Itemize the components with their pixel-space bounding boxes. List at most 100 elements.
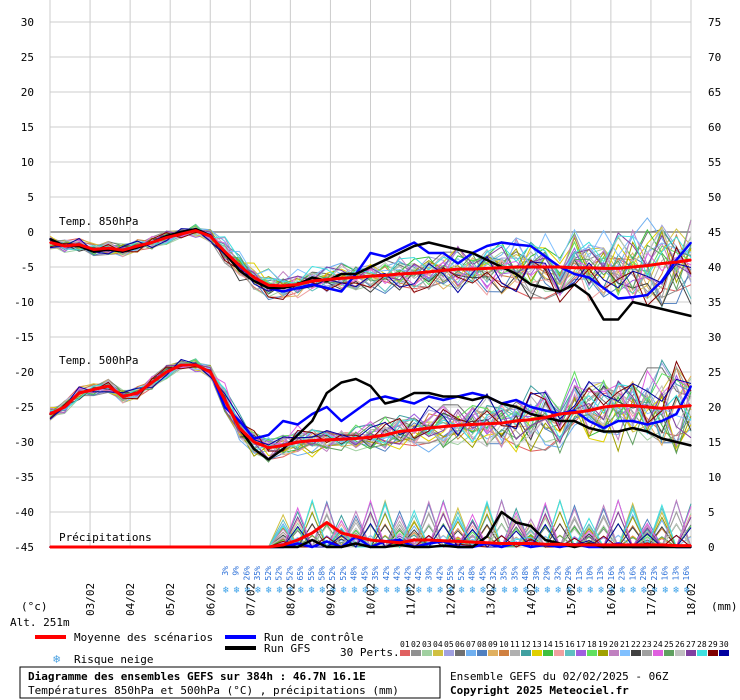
- series-point: [486, 245, 488, 247]
- right-tick-label: 30: [708, 331, 721, 344]
- right-tick-label: 15: [708, 436, 721, 449]
- series-point: [588, 420, 590, 422]
- series-point: [442, 269, 445, 272]
- series-point: [296, 441, 299, 443]
- series-point: [107, 247, 110, 249]
- series-point: [617, 318, 619, 321]
- snowflake-icon: ❄: [448, 585, 455, 596]
- snow-risk-value: 48%: [468, 566, 477, 581]
- snowflake-icon: ❄: [373, 585, 380, 596]
- series-point: [224, 250, 226, 253]
- series-point: [428, 539, 430, 541]
- series-point: [355, 378, 357, 380]
- snow-risk-value: 10%: [586, 566, 595, 581]
- snowflake-icon: ❄: [427, 585, 434, 596]
- series-point: [326, 439, 328, 441]
- series-point: [617, 404, 619, 407]
- snowflake-icon: ❄: [437, 585, 444, 596]
- series-point: [690, 241, 692, 244]
- series-point: [573, 420, 576, 422]
- series-point: [675, 544, 678, 547]
- snow-risk-value: 52%: [339, 566, 348, 581]
- series-point: [690, 404, 692, 407]
- x-date-label: 07/02: [244, 583, 257, 616]
- series-point: [180, 231, 182, 233]
- snowflake-icon: ❄: [480, 585, 487, 596]
- series-point: [515, 420, 517, 422]
- series-point: [384, 434, 386, 436]
- legend-perts-label: 30 Perts.: [340, 646, 400, 659]
- series-point: [253, 546, 255, 548]
- snow-risk-value: 13%: [671, 566, 680, 581]
- series-point: [326, 540, 328, 543]
- right-tick-label: 45: [708, 226, 721, 239]
- snowflake-icon: ❄: [309, 585, 316, 596]
- series-point: [136, 245, 139, 247]
- snowflake-icon: ❄: [341, 585, 348, 596]
- footer-title: Diagramme des ensembles GEFS sur 384h : …: [28, 670, 366, 683]
- series-point: [602, 287, 605, 289]
- legend-mean-label: Moyenne des scénarios: [74, 631, 213, 644]
- pert-code: 04: [433, 640, 443, 649]
- right-tick-label: 35: [708, 296, 721, 309]
- right-tick-label: 55: [708, 156, 721, 169]
- snowflake-icon: ❄: [588, 585, 595, 596]
- left-tick-label: -25: [14, 401, 34, 414]
- pert-swatch: [664, 650, 674, 656]
- series-point: [442, 252, 445, 254]
- series-point: [631, 301, 634, 303]
- series-point: [63, 406, 66, 408]
- pert-code: 20: [609, 640, 619, 649]
- series-point: [544, 409, 547, 412]
- x-date-label: 09/02: [324, 583, 337, 616]
- snow-risk-value: 23%: [650, 566, 659, 581]
- series-point: [340, 381, 343, 384]
- series-point: [602, 318, 605, 321]
- series-point: [602, 406, 605, 408]
- series-point: [602, 544, 605, 546]
- series-point: [136, 392, 139, 394]
- series-point: [428, 392, 430, 394]
- series-point: [515, 266, 517, 268]
- series-point: [282, 448, 284, 450]
- series-point: [369, 539, 372, 541]
- series-point: [530, 542, 532, 545]
- pert-code: 12: [521, 640, 531, 649]
- series-point: [296, 546, 299, 548]
- series-point: [282, 287, 284, 289]
- series-point: [690, 544, 692, 547]
- series-point: [559, 543, 561, 545]
- snowflake-icon: ❄: [319, 585, 326, 596]
- series-point: [428, 542, 430, 545]
- pert-code: 29: [708, 640, 718, 649]
- series-point: [530, 525, 532, 527]
- pert-swatch: [422, 650, 432, 656]
- series-point: [398, 252, 401, 254]
- series-point: [573, 409, 576, 412]
- series-point: [253, 448, 255, 450]
- series-point: [559, 266, 561, 268]
- snowflake-icon: ❄: [459, 585, 466, 596]
- pert-code: 23: [642, 640, 652, 649]
- snow-risk-value: 52%: [285, 566, 294, 581]
- pert-code: 05: [444, 640, 454, 649]
- series-point: [384, 259, 386, 261]
- series-point: [413, 241, 416, 244]
- series-point: [573, 546, 576, 548]
- series-point: [78, 243, 80, 246]
- snowflake-icon: ❄: [566, 585, 573, 596]
- snow-risk-value: 52%: [264, 566, 273, 581]
- left-tick-label: 20: [21, 86, 34, 99]
- series-point: [602, 546, 605, 548]
- pert-code: 27: [686, 640, 696, 649]
- series-point: [442, 399, 445, 401]
- x-date-label: 05/02: [164, 583, 177, 616]
- right-tick-label: 20: [708, 401, 721, 414]
- pert-swatch: [499, 650, 509, 656]
- series-point: [690, 315, 692, 317]
- series-point: [486, 395, 488, 398]
- footer-box: [19, 666, 441, 699]
- series-point: [340, 290, 343, 293]
- snowflake-icon: ❄: [416, 585, 423, 596]
- series-point: [675, 259, 678, 261]
